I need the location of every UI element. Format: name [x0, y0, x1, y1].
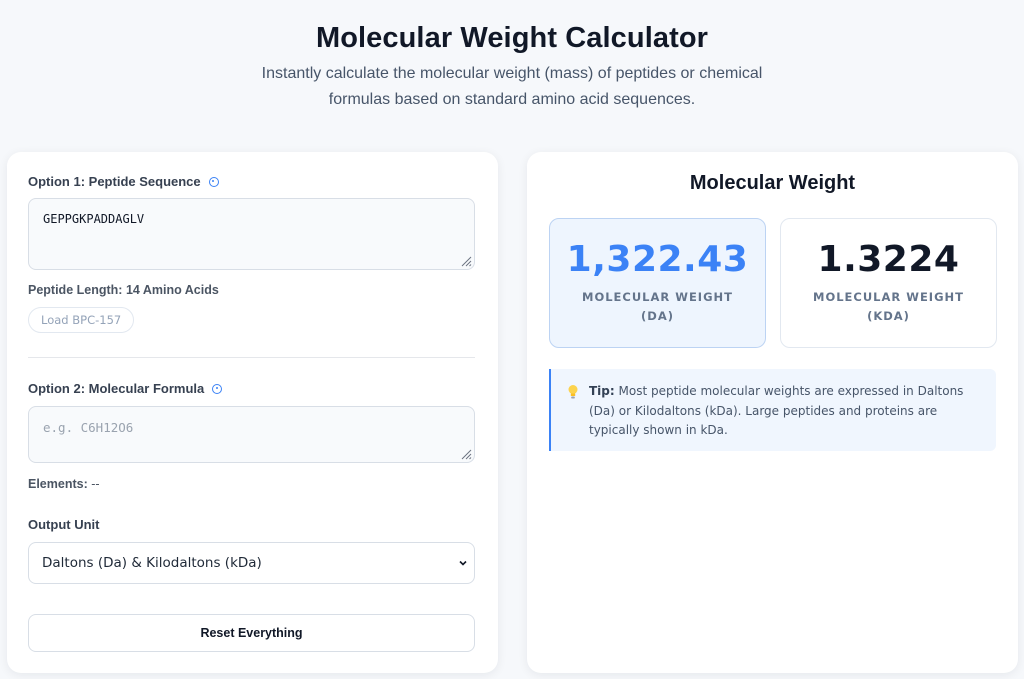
elements-value: -- [91, 477, 100, 491]
option1-label: Option 1: Peptide Sequence [28, 174, 219, 189]
resize-grip-icon[interactable] [460, 255, 472, 267]
peptide-sequence-input[interactable]: GEPPGKPADDAGLV [28, 198, 475, 270]
molecular-formula-input[interactable]: e.g. C6H12O6 [28, 406, 475, 463]
output-unit-label: Output Unit [28, 517, 100, 532]
option2-label-text: Option 2: Molecular Formula [28, 381, 205, 396]
peptide-sequence-value: GEPPGKPADDAGLV [43, 212, 145, 226]
elements-label: Elements: [28, 477, 88, 491]
lightbulb-icon [568, 385, 578, 399]
page-title: Molecular Weight Calculator [315, 22, 709, 54]
result-panel: Molecular Weight 1,322.43 MOLECULAR WEIG… [527, 152, 1018, 673]
input-panel: Option 1: Peptide Sequence GEPPGKPADDAGL… [7, 152, 498, 673]
info-icon[interactable] [212, 383, 223, 394]
chevron-down-icon [459, 560, 467, 566]
result-kda-box: 1.3224 MOLECULAR WEIGHT (KDA) [780, 218, 997, 348]
peptide-length-value: 14 Amino Acids [125, 283, 219, 297]
resize-grip-icon[interactable] [460, 448, 472, 460]
page-subtitle: Instantly calculate the molecular weight… [261, 65, 763, 108]
result-da-box: 1,322.43 MOLECULAR WEIGHT (DA) [549, 218, 766, 348]
result-title: Molecular Weight [689, 172, 856, 194]
option2-label: Option 2: Molecular Formula [28, 381, 223, 396]
result-kda-label: MOLECULAR WEIGHT (KDA) [813, 290, 964, 323]
elements-info: Elements: -- [28, 477, 100, 491]
tip-label: Tip: [589, 384, 615, 398]
output-unit-select[interactable]: Daltons (Da) & Kilodaltons (kDa) [28, 542, 475, 584]
result-kda-value: 1.3224 [817, 239, 960, 280]
output-unit-selected: Daltons (Da) & Kilodaltons (kDa) [42, 555, 262, 571]
peptide-length-label: Peptide Length: [28, 283, 123, 297]
result-da-value: 1,322.43 [566, 239, 749, 280]
info-icon[interactable] [208, 176, 219, 187]
tip-box: Tip: Most peptide molecular weights are … [549, 369, 996, 451]
divider [28, 357, 475, 358]
page-header: Molecular Weight Calculator Instantly ca… [0, 0, 1024, 113]
peptide-length: Peptide Length: 14 Amino Acids [28, 283, 219, 297]
option1-label-text: Option 1: Peptide Sequence [28, 174, 201, 189]
load-bpc157-button[interactable]: Load BPC-157 [28, 307, 135, 333]
result-da-label: MOLECULAR WEIGHT (DA) [582, 290, 733, 323]
tip-text: Most peptide molecular weights are expre… [589, 384, 964, 437]
reset-everything-button[interactable]: Reset Everything [28, 614, 475, 652]
formula-placeholder: e.g. C6H12O6 [43, 420, 134, 435]
